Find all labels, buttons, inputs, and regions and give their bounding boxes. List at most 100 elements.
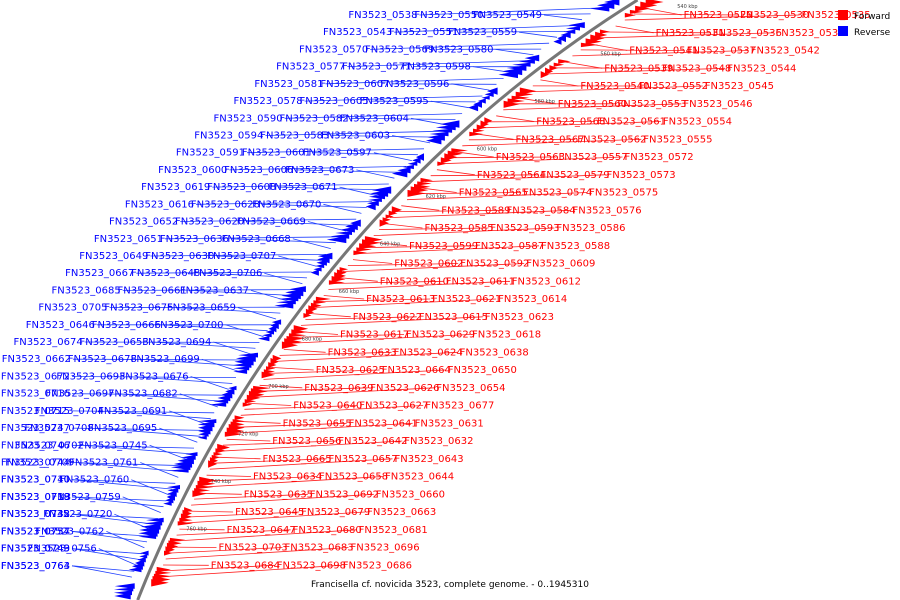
forward-gene-label[interactable]: FN3523_0562: [577, 134, 646, 145]
forward-gene-label[interactable]: FN3523_0586: [556, 223, 625, 234]
forward-gene-label[interactable]: FN3523_0575: [589, 188, 658, 199]
reverse-gene-label[interactable]: FN3523_0707: [207, 251, 276, 262]
reverse-gene-label[interactable]: FN3523_0590: [213, 113, 282, 124]
reverse-gene-label[interactable]: FN3523_0694: [142, 337, 211, 348]
forward-gene-label[interactable]: FN3523_0627: [359, 401, 428, 412]
forward-gene-label[interactable]: FN3523_0658: [319, 472, 388, 483]
forward-gene-label[interactable]: FN3523_0615: [419, 312, 488, 323]
forward-gene-label[interactable]: FN3523_0677: [425, 401, 494, 412]
forward-gene-label[interactable]: FN3523_0633: [328, 347, 397, 358]
reverse-gene-label[interactable]: FN3523_0678: [68, 354, 137, 365]
forward-gene-label[interactable]: FN3523_0680: [293, 525, 362, 536]
reverse-gene-label[interactable]: FN3523_0699: [131, 354, 200, 365]
reverse-gene-label[interactable]: FN3523_0716: [1, 389, 70, 400]
reverse-gene-label[interactable]: FN3523_0604: [340, 113, 409, 124]
reverse-gene-label[interactable]: FN3523_0559: [448, 27, 517, 38]
reverse-gene-label[interactable]: FN3523_0744: [1, 458, 70, 469]
forward-gene-label[interactable]: FN3523_0611: [446, 276, 515, 287]
reverse-gene-label[interactable]: FN3523_0596: [380, 79, 449, 90]
forward-gene-label[interactable]: FN3523_0535: [802, 10, 871, 21]
reverse-gene-label[interactable]: FN3523_0667: [65, 268, 134, 279]
reverse-gene-label[interactable]: FN3523_0619: [141, 182, 210, 193]
forward-gene-label[interactable]: FN3523_0696: [351, 543, 420, 554]
forward-gene-label[interactable]: FN3523_0644: [385, 472, 454, 483]
reverse-gene-label[interactable]: FN3523_0700: [154, 320, 223, 331]
reverse-gene-label[interactable]: FN3523_0570: [299, 44, 368, 55]
reverse-gene-label[interactable]: FN3523_0671: [268, 182, 337, 193]
reverse-gene-label[interactable]: FN3523_0708: [25, 423, 94, 434]
reverse-gene-label[interactable]: FN3523_0648: [131, 268, 200, 279]
reverse-gene-label[interactable]: FN3523_0762: [35, 526, 104, 537]
reverse-gene-label[interactable]: FN3523_0669: [237, 217, 306, 228]
forward-gene-label[interactable]: FN3523_0643: [395, 454, 464, 465]
reverse-gene-label[interactable]: FN3523_0761: [69, 458, 138, 469]
reverse-gene-label[interactable]: FN3523_0582: [279, 113, 348, 124]
forward-gene-label[interactable]: FN3523_0567: [516, 134, 585, 145]
reverse-gene-label[interactable]: FN3523_0743: [1, 544, 70, 555]
reverse-gene-label[interactable]: FN3523_0745: [78, 440, 147, 451]
forward-gene-label[interactable]: FN3523_0536: [713, 28, 782, 39]
reverse-gene-label[interactable]: FN3523_0630: [145, 251, 214, 262]
reverse-gene-label[interactable]: FN3523_0651: [94, 234, 163, 245]
reverse-gene-label[interactable]: FN3523_0718: [1, 492, 70, 503]
forward-gene-label[interactable]: FN3523_0555: [643, 134, 712, 145]
reverse-gene-label[interactable]: FN3523_0672: [1, 372, 70, 383]
forward-gene-label[interactable]: FN3523_0638: [460, 347, 529, 358]
reverse-gene-label[interactable]: FN3523_0571: [342, 62, 411, 73]
forward-gene-label[interactable]: FN3523_0683: [285, 543, 354, 554]
reverse-gene-label[interactable]: FN3523_0685: [52, 285, 121, 296]
forward-gene-label[interactable]: FN3523_0602: [394, 259, 463, 270]
reverse-gene-label[interactable]: FN3523_0705: [38, 303, 107, 314]
forward-gene-label[interactable]: FN3523_0572: [625, 152, 694, 163]
forward-gene-label[interactable]: FN3523_0663: [367, 507, 436, 518]
reverse-gene-label[interactable]: FN3523_0620: [175, 217, 244, 228]
forward-gene-label[interactable]: FN3523_0656: [272, 436, 341, 447]
reverse-gene-label[interactable]: FN3523_0670: [252, 199, 321, 210]
forward-gene-label[interactable]: FN3523_0681: [359, 525, 428, 536]
forward-gene-label[interactable]: FN3523_0657: [329, 454, 398, 465]
forward-gene-label[interactable]: FN3523_0564: [477, 170, 546, 181]
reverse-gene-label[interactable]: FN3523_0763: [1, 561, 70, 572]
reverse-gene-label[interactable]: FN3523_0659: [167, 303, 236, 314]
forward-gene-label[interactable]: FN3523_0579: [541, 170, 610, 181]
forward-gene-label[interactable]: FN3523_0631: [415, 418, 484, 429]
forward-gene-label[interactable]: FN3523_0679: [301, 507, 370, 518]
forward-gene-label[interactable]: FN3523_0634: [253, 472, 322, 483]
reverse-gene-label[interactable]: FN3523_0662: [2, 354, 71, 365]
forward-gene-label[interactable]: FN3523_0548: [662, 63, 731, 74]
reverse-gene-label[interactable]: FN3523_0756: [28, 544, 97, 555]
reverse-gene-label[interactable]: FN3523_0601: [242, 148, 311, 159]
reverse-gene-label[interactable]: FN3523_0578: [233, 96, 302, 107]
reverse-gene-label[interactable]: FN3523_0702: [15, 440, 84, 451]
reverse-gene-label[interactable]: FN3523_0636: [160, 234, 229, 245]
forward-gene-label[interactable]: FN3523_0545: [705, 81, 774, 92]
forward-gene-label[interactable]: FN3523_0660: [376, 489, 445, 500]
reverse-gene-label[interactable]: FN3523_0668: [222, 234, 291, 245]
reverse-gene-label[interactable]: FN3523_0591: [176, 148, 245, 159]
forward-gene-label[interactable]: FN3523_0588: [541, 241, 610, 252]
reverse-gene-label[interactable]: FN3523_0605: [299, 96, 368, 107]
reverse-gene-label[interactable]: FN3523_0747: [1, 423, 70, 434]
reverse-gene-label[interactable]: FN3523_0549: [473, 10, 542, 21]
reverse-gene-label[interactable]: FN3523_0600: [158, 165, 227, 176]
forward-gene-label[interactable]: FN3523_0664: [382, 365, 451, 376]
forward-gene-label[interactable]: FN3523_0537: [687, 46, 756, 57]
forward-gene-label[interactable]: FN3523_0531: [656, 28, 725, 39]
forward-gene-label[interactable]: FN3523_0641: [349, 418, 418, 429]
reverse-gene-label[interactable]: FN3523_0598: [402, 62, 471, 73]
reverse-gene-label[interactable]: FN3523_0738: [1, 509, 70, 520]
reverse-gene-label[interactable]: FN3523_0603: [321, 131, 390, 142]
forward-gene-label[interactable]: FN3523_0561: [597, 117, 666, 128]
forward-gene-label[interactable]: FN3523_0640: [293, 401, 362, 412]
forward-gene-label[interactable]: FN3523_0585: [425, 223, 494, 234]
forward-gene-label[interactable]: FN3523_0629: [406, 330, 475, 341]
reverse-gene-label[interactable]: FN3523_0646: [26, 320, 95, 331]
reverse-gene-label[interactable]: FN3523_0697: [45, 389, 114, 400]
reverse-gene-label[interactable]: FN3523_0606: [224, 165, 293, 176]
forward-gene-label[interactable]: FN3523_0560: [558, 99, 627, 110]
forward-gene-label[interactable]: FN3523_0565: [459, 188, 528, 199]
reverse-gene-label[interactable]: FN3523_0675: [104, 303, 173, 314]
reverse-gene-label[interactable]: FN3523_0674: [14, 337, 83, 348]
forward-gene-label[interactable]: FN3523_0592: [460, 259, 529, 270]
forward-gene-label[interactable]: FN3523_0576: [573, 205, 642, 216]
